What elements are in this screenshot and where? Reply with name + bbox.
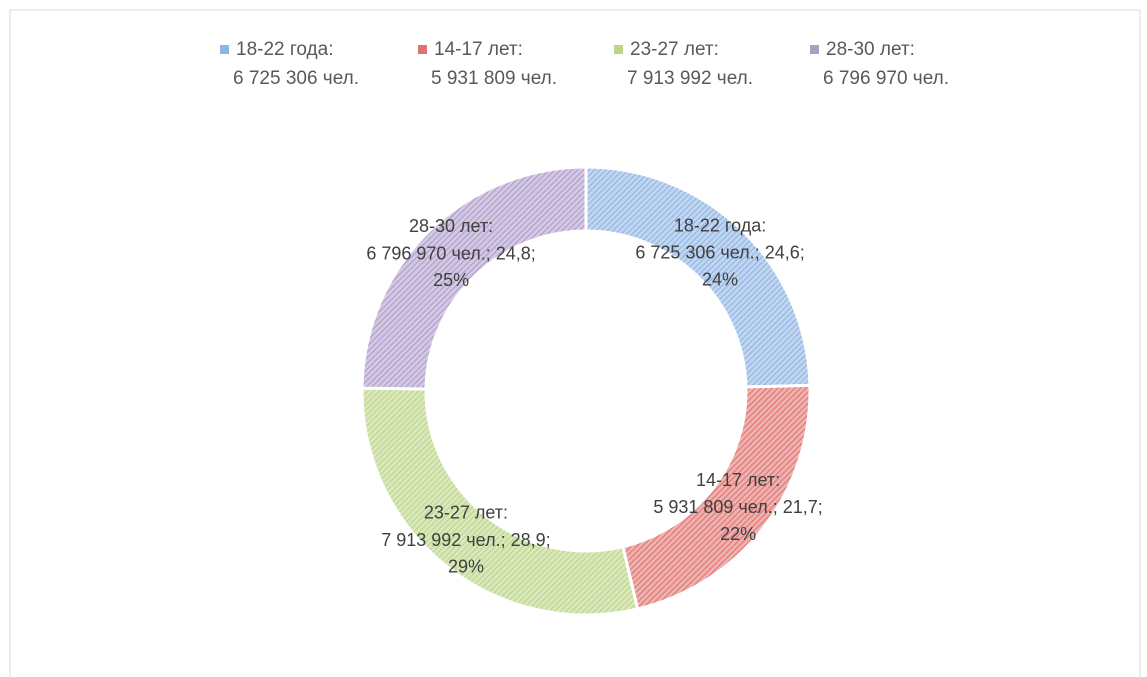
legend-label: 5 931 809 чел. bbox=[431, 68, 557, 89]
legend-label: 7 913 992 чел. bbox=[627, 68, 753, 89]
data-label-part: ; bbox=[818, 497, 823, 517]
data-label-part: ; bbox=[501, 530, 506, 550]
data-label: 28-30 лет: bbox=[409, 216, 493, 236]
data-label-part: ; bbox=[531, 243, 536, 263]
legend-label: 14-17 лет: bbox=[434, 39, 523, 60]
data-label: 18-22 года: bbox=[674, 215, 766, 235]
data-label-part: ; bbox=[546, 530, 551, 550]
donut-slice bbox=[360, 386, 640, 617]
donut-slice bbox=[360, 165, 588, 391]
data-label-part: 28,9 bbox=[511, 530, 546, 550]
data-label: 29% bbox=[448, 557, 484, 577]
legend-label: 6 725 306 чел. bbox=[233, 68, 359, 89]
legend-swatch bbox=[220, 45, 229, 54]
data-label: 22% bbox=[720, 524, 756, 544]
legend-label: 18-22 года: bbox=[236, 39, 333, 60]
data-label: 6 725 306 чел.; 24,6; bbox=[635, 242, 804, 262]
data-label-part: ; bbox=[486, 243, 491, 263]
legend-label: 28-30 лет: bbox=[826, 39, 915, 60]
legend-label: 6 796 970 чел. bbox=[823, 68, 949, 89]
data-label-part: 24,6 bbox=[765, 242, 800, 262]
data-label: 23-27 лет: bbox=[424, 503, 508, 523]
data-label: 24% bbox=[702, 269, 738, 289]
data-label: 14-17 лет: bbox=[696, 470, 780, 490]
data-label-part: ; bbox=[755, 242, 760, 262]
data-label-part: 6 796 970 чел. bbox=[366, 243, 485, 263]
legend-swatch bbox=[614, 45, 623, 54]
legend-swatch bbox=[418, 45, 427, 54]
data-label: 5 931 809 чел.; 21,7; bbox=[653, 497, 822, 517]
data-label-part: 24,8 bbox=[496, 243, 531, 263]
data-label-part: 6 725 306 чел. bbox=[635, 242, 754, 262]
data-label: 25% bbox=[433, 270, 469, 290]
legend-swatch bbox=[810, 45, 819, 54]
data-label-part: 5 931 809 чел. bbox=[653, 497, 772, 517]
data-label-part: 21,7 bbox=[783, 497, 818, 517]
data-label: 7 913 992 чел.; 28,9; bbox=[381, 530, 550, 550]
data-label: 6 796 970 чел.; 24,8; bbox=[366, 243, 535, 263]
data-label-part: ; bbox=[773, 497, 778, 517]
data-label-part: ; bbox=[800, 242, 805, 262]
data-label-part: 7 913 992 чел. bbox=[381, 530, 500, 550]
legend-label: 23-27 лет: bbox=[630, 39, 719, 60]
